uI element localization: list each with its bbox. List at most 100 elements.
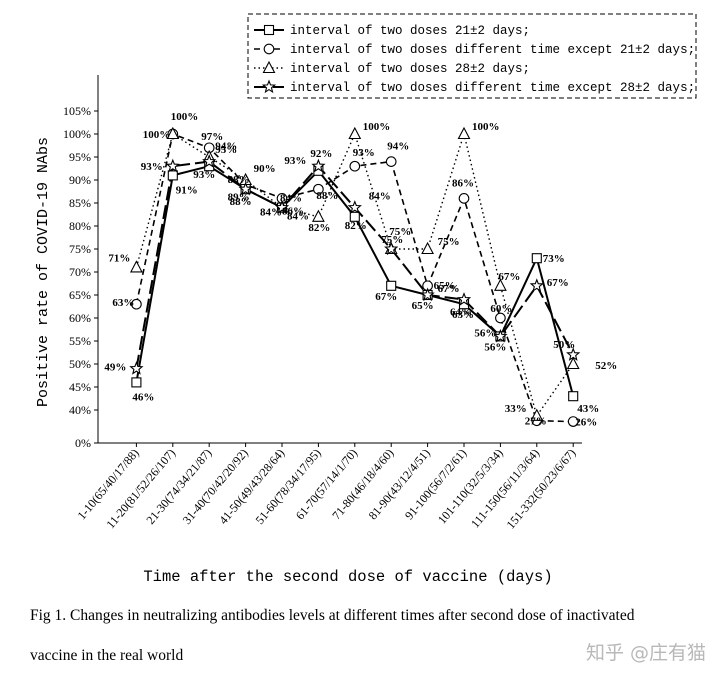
series-except-21days-data-label: 63% <box>112 297 134 309</box>
y-tick-label: 75% <box>69 242 91 256</box>
series-21days-marker <box>167 170 178 181</box>
series-except-21days-data-label: 93% <box>353 147 375 159</box>
series-21days-legend-label: interval of two doses 21±2 days; <box>290 24 530 38</box>
series-except-28days-marker <box>529 278 544 292</box>
figure-caption-line-2: vaccine in the real world <box>30 647 184 664</box>
series-28days-legend-marker <box>262 60 276 74</box>
series-except-28days-data-label: 67% <box>547 277 569 289</box>
series-except-28days-marker <box>384 241 399 256</box>
series-except-21days-marker <box>458 193 470 204</box>
legend-box <box>247 13 697 99</box>
series-except-21days-data-label: 100% <box>143 129 171 141</box>
series-21days-data-label: 92% <box>310 148 332 160</box>
series-21days-data-label: 56% <box>484 341 506 353</box>
series-except-28days-data-label: 93% <box>284 155 306 167</box>
x-tick-label: 31-40(70/42/20/92) <box>180 446 251 527</box>
series-21days-data-label: 88% <box>230 196 252 208</box>
y-axis-title: Positive rate of COVID-19 NAbs <box>35 137 52 407</box>
series-28days-marker <box>348 126 362 140</box>
series-except-21days-marker <box>385 156 397 167</box>
series-28days-data-label: 100% <box>363 121 391 133</box>
y-tick-label: 80% <box>69 219 91 233</box>
series-28days-marker <box>493 278 507 291</box>
series-28days-marker <box>457 126 471 140</box>
series-except-21days-data-label: 60% <box>490 303 512 315</box>
x-tick-label: 21-30(74/34/21/87) <box>143 446 214 527</box>
series-21days-data-label: 84% <box>287 211 309 223</box>
series-except-28days-data-label: 84% <box>260 207 282 219</box>
series-21days-marker <box>386 280 397 291</box>
series-28days-data-label: 95% <box>215 144 237 156</box>
series-except-21days-data-label: 86% <box>282 205 304 217</box>
x-tick-label: 111-150(56/11/3/64) <box>468 446 542 531</box>
series-except-28days-data-label: 64% <box>450 307 472 319</box>
series-except-21days-legend-label: interval of two doses different time exc… <box>290 43 695 57</box>
x-axis-title: Time after the second dose of vaccine (d… <box>143 568 552 586</box>
series-except-28days-data-label: 84% <box>369 191 391 203</box>
series-28days-marker <box>421 241 435 255</box>
series-28days-marker <box>566 356 580 370</box>
y-tick-label: 90% <box>69 173 91 187</box>
series-28days-marker <box>530 408 544 421</box>
series-21days-legend-marker <box>263 24 275 36</box>
series-21days-data-label: 73% <box>543 253 565 265</box>
y-tick-label: 70% <box>69 265 91 279</box>
x-tick-label: 151-332(50/23/6/67) <box>503 446 578 532</box>
series-except-28days-marker <box>202 154 217 168</box>
x-tick-label: 41-50(49/43/28/64) <box>216 446 287 527</box>
series-except-28days-data-label: 88% <box>228 174 250 186</box>
series-except-28days-marker <box>493 328 508 343</box>
x-tick-label: 1-10(65/40/17/88) <box>74 446 141 522</box>
series-28days-data-label: 50% <box>553 339 575 351</box>
series-except-28days-marker <box>238 181 253 196</box>
series-except-28days-legend-marker <box>261 79 277 94</box>
series-28days-marker <box>311 209 325 222</box>
series-except-21days-marker <box>495 312 506 324</box>
figure-caption-line-1: Fig 1. Changes in neutralizing antibodie… <box>30 607 635 624</box>
series-except-28days-marker <box>165 158 180 173</box>
series-except-28days-marker <box>566 347 581 361</box>
series-except-28days-marker <box>420 287 435 302</box>
y-tick-label: 105% <box>63 104 91 118</box>
series-except-28days-data-label: 49% <box>104 362 126 374</box>
series-except-21days-data-label: 88% <box>316 190 338 202</box>
series-28days-data-label: 33% <box>505 403 527 415</box>
series-28days-data-label: 71% <box>108 252 130 264</box>
series-28days-legend-label: interval of two doses 28±2 days; <box>290 62 530 76</box>
watermark: 知乎 @庄有猫 <box>585 642 706 664</box>
series-21days-data-label: 65% <box>412 300 434 312</box>
y-tick-label: 50% <box>69 357 91 371</box>
series-21days-data-label: 93% <box>193 169 215 181</box>
series-except-28days-data-label: 93% <box>141 161 163 173</box>
series-except-28days-marker <box>311 158 326 173</box>
series-except-21days-marker <box>567 416 579 427</box>
series-21days-marker <box>568 391 579 402</box>
series-21days-data-label: 67% <box>375 291 397 303</box>
series-21days-data-label: 82% <box>345 220 367 232</box>
series-28days-data-label: 90% <box>254 163 276 175</box>
series-28days-data-label: 100% <box>472 121 500 133</box>
series-except-21days-data-label: 97% <box>201 131 223 143</box>
x-tick-label: 101-110(32/5/3/34) <box>435 446 506 527</box>
series-21days-data-label: 91% <box>176 184 198 196</box>
series-28days-data-label: 67% <box>498 271 520 283</box>
series-28days-marker <box>129 260 143 273</box>
series-except-21days-data-label: 86% <box>452 177 474 189</box>
series-except-28days-data-label: 75% <box>389 226 411 238</box>
series-21days-marker <box>131 377 142 388</box>
y-tick-label: 100% <box>63 127 91 141</box>
y-tick-label: 55% <box>69 334 91 348</box>
y-tick-label: 85% <box>69 196 91 210</box>
series-except-28days-marker <box>129 361 144 375</box>
series-21days-data-label: 63% <box>452 309 474 321</box>
series-28days-data-label: 75% <box>438 236 460 248</box>
y-tick-label: 60% <box>69 311 91 325</box>
series-21days-data-label: 46% <box>132 391 154 403</box>
series-28days-marker <box>166 126 180 140</box>
series-except-28days-data-label: 56% <box>474 327 496 339</box>
series-21days-marker <box>531 253 542 264</box>
series-28days-data-label: 75% <box>381 234 403 246</box>
series-except-21days-marker <box>349 160 361 172</box>
y-tick-label: 40% <box>69 403 91 417</box>
series-except-28days-data-label: 65% <box>434 280 456 292</box>
